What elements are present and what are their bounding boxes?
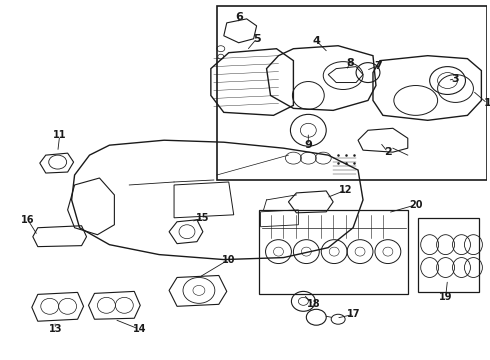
Text: 16: 16 — [21, 215, 35, 225]
Text: 19: 19 — [439, 292, 452, 302]
Text: 14: 14 — [132, 324, 146, 334]
Bar — [259, 210, 408, 294]
Text: 13: 13 — [49, 324, 62, 334]
Text: 6: 6 — [235, 12, 243, 22]
Text: 10: 10 — [222, 255, 236, 265]
Text: 1: 1 — [484, 98, 490, 108]
Text: 3: 3 — [452, 73, 459, 84]
Text: 7: 7 — [374, 60, 382, 71]
Text: 4: 4 — [312, 36, 320, 46]
Text: 17: 17 — [347, 309, 361, 319]
Text: 15: 15 — [196, 213, 210, 223]
Text: 18: 18 — [306, 299, 320, 309]
Text: 12: 12 — [340, 185, 353, 195]
Text: 2: 2 — [384, 147, 392, 157]
Text: 8: 8 — [346, 58, 354, 68]
Text: 11: 11 — [53, 130, 67, 140]
Bar — [217, 6, 488, 180]
Text: 9: 9 — [304, 140, 312, 150]
Text: 5: 5 — [253, 34, 260, 44]
Bar — [418, 218, 479, 292]
Text: 20: 20 — [409, 200, 422, 210]
